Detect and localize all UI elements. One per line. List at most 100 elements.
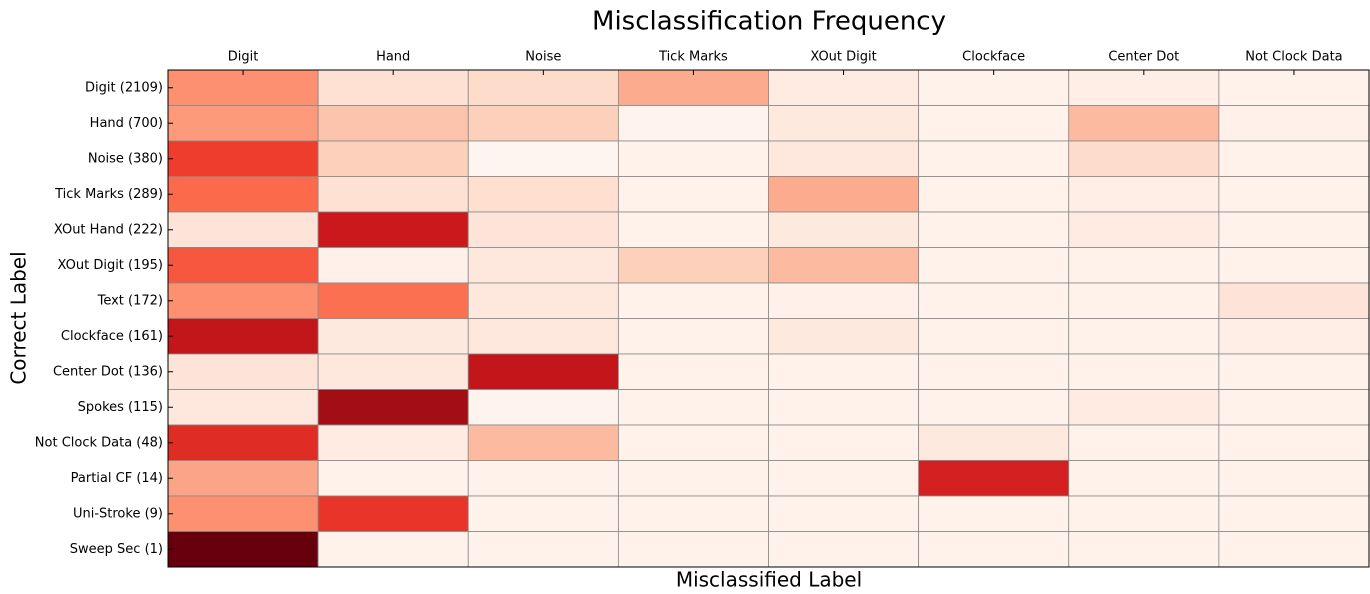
heatmap-cell — [167, 495, 319, 532]
heatmap-cell — [167, 282, 319, 319]
y-tick-label: Clockface (161) — [61, 329, 163, 344]
y-tick-label: XOut Hand (222) — [54, 222, 163, 237]
heatmap-cell — [1218, 176, 1370, 213]
heatmap-cell — [317, 140, 469, 177]
heatmap-cell — [1218, 247, 1370, 284]
heatmap-cell — [918, 140, 1070, 177]
heatmap-cell — [617, 140, 769, 177]
heatmap-cell — [467, 282, 619, 319]
x-tick-label: Clockface — [962, 50, 1025, 65]
heatmap-cell — [1068, 247, 1220, 284]
heatmap-cell — [1068, 211, 1220, 248]
heatmap-cell — [317, 211, 469, 248]
heatmap-cell — [918, 531, 1070, 568]
heatmap-cell — [768, 424, 920, 461]
heatmap-cell — [467, 353, 619, 390]
heatmap-cell — [1068, 495, 1220, 532]
heatmap-cell — [768, 176, 920, 213]
x-tick-label: Center Dot — [1108, 50, 1179, 65]
heatmap-cell — [1218, 69, 1370, 106]
heatmap-cell — [317, 389, 469, 426]
heatmap-cell — [467, 318, 619, 355]
heatmap-cell — [617, 531, 769, 568]
heatmap-cell — [1068, 176, 1220, 213]
heatmap-cell — [918, 69, 1070, 106]
y-tick-label: Not Clock Data (48) — [35, 435, 163, 450]
heatmap-cell — [167, 424, 319, 461]
heatmap-cell — [317, 247, 469, 284]
heatmap-cell — [1068, 389, 1220, 426]
heatmap-cell — [617, 282, 769, 319]
heatmap-cell — [918, 105, 1070, 142]
heatmap-cell — [467, 176, 619, 213]
y-tick-label: Sweep Sec (1) — [70, 542, 163, 557]
heatmap-cell — [918, 247, 1070, 284]
y-tick-label: Spokes (115) — [78, 400, 163, 415]
heatmap-cell — [617, 353, 769, 390]
heatmap-cell — [768, 495, 920, 532]
heatmap-cell — [317, 69, 469, 106]
heatmap-cell — [167, 69, 319, 106]
heatmap-cell — [467, 495, 619, 532]
heatmap-cell — [467, 247, 619, 284]
heatmap-cell — [617, 318, 769, 355]
heatmap-cell — [317, 105, 469, 142]
heatmap-cell — [317, 460, 469, 497]
heatmap-cell — [1068, 69, 1220, 106]
heatmap-cell — [617, 176, 769, 213]
heatmap-cell — [467, 389, 619, 426]
chart-title: Misclassification Frequency — [592, 7, 946, 37]
heatmap-cell — [317, 282, 469, 319]
heatmap-cell — [167, 389, 319, 426]
heatmap-cell — [167, 353, 319, 390]
heatmap-cell — [768, 353, 920, 390]
heatmap-cell — [1218, 105, 1370, 142]
y-tick-label: Digit (2109) — [85, 80, 163, 95]
heatmap-cell — [167, 531, 319, 568]
heatmap-cell — [1218, 318, 1370, 355]
x-axis-title: Misclassified Label — [676, 568, 862, 592]
heatmap-cell — [617, 69, 769, 106]
heatmap-cell — [167, 176, 319, 213]
x-tick-label: Noise — [525, 50, 561, 65]
y-tick-label: Uni-Stroke (9) — [73, 506, 163, 521]
heatmap-cell — [918, 176, 1070, 213]
heatmap-cell — [617, 389, 769, 426]
heatmap-cell — [1218, 495, 1370, 532]
heatmap-cell — [1068, 140, 1220, 177]
heatmap-cell — [617, 247, 769, 284]
heatmap-cell — [1068, 531, 1220, 568]
heatmap-cell — [768, 318, 920, 355]
heatmap-cell — [617, 105, 769, 142]
heatmap-cell — [1218, 531, 1370, 568]
heatmap-cell — [467, 531, 619, 568]
heatmap-cell — [1068, 282, 1220, 319]
heatmap-cell — [1218, 389, 1370, 426]
heatmap-cell — [317, 531, 469, 568]
heatmap-cell — [918, 424, 1070, 461]
heatmap-cell — [467, 105, 619, 142]
heatmap-cell — [768, 531, 920, 568]
y-tick-label: Tick Marks (289) — [54, 187, 163, 202]
heatmap-cell — [317, 318, 469, 355]
y-tick-label: Noise (380) — [88, 151, 163, 166]
x-tick-label: XOut Digit — [810, 50, 876, 65]
heatmap-cell — [1068, 105, 1220, 142]
heatmap-cell — [918, 282, 1070, 319]
heatmap-cell — [167, 318, 319, 355]
heatmap-cell — [1068, 460, 1220, 497]
x-tick-label: Not Clock Data — [1245, 50, 1342, 65]
heatmap-cell — [467, 69, 619, 106]
heatmap-cell — [617, 460, 769, 497]
y-tick-label: Center Dot (136) — [53, 364, 163, 379]
heatmap-cell — [768, 211, 920, 248]
heatmap-cell — [317, 495, 469, 532]
heatmap-cell — [467, 424, 619, 461]
heatmap-cell — [1218, 424, 1370, 461]
heatmap-cell — [467, 140, 619, 177]
heatmap-cell — [317, 424, 469, 461]
heatmap-cell — [1218, 282, 1370, 319]
heatmap-cell — [768, 69, 920, 106]
heatmap-cell — [167, 460, 319, 497]
